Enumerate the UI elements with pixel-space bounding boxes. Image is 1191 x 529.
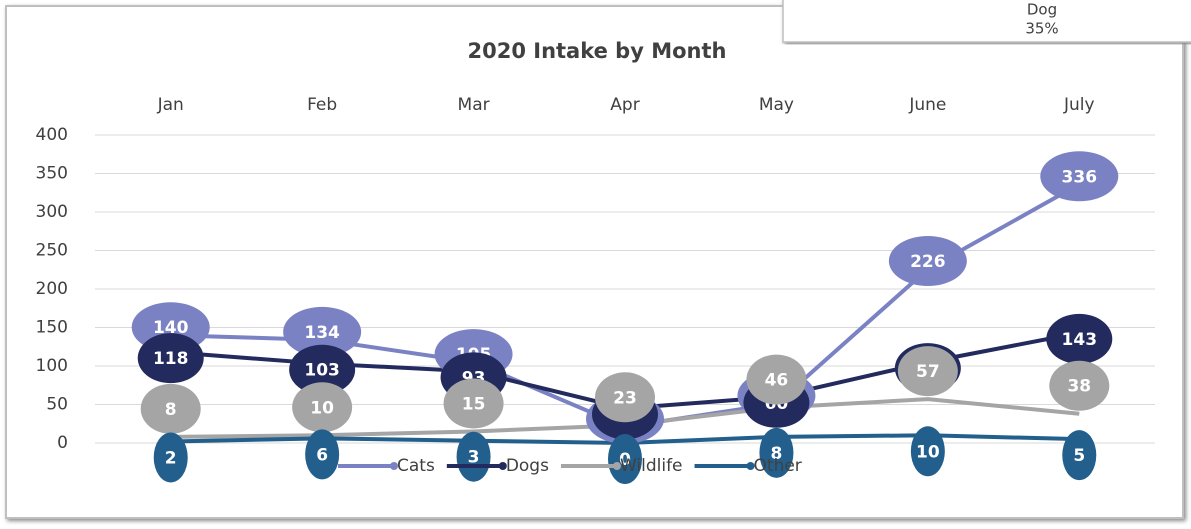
data-label-bubble: [1049, 360, 1110, 411]
data-label: 336: [1062, 167, 1098, 187]
data-label: 10: [916, 442, 940, 462]
data-label-bubble: [292, 382, 353, 433]
data-label-bubble: [1040, 151, 1119, 202]
data-label: 23: [613, 388, 637, 408]
data-label: 57: [916, 362, 940, 382]
x-tick-label: May: [759, 95, 794, 115]
data-label: 10: [310, 398, 334, 418]
y-tick-label: 150: [36, 318, 68, 338]
x-tick-label: Mar: [458, 95, 490, 115]
data-label: 143: [1062, 330, 1098, 350]
data-label: 3: [468, 448, 480, 468]
data-label-bubble: [897, 346, 958, 397]
data-label: 103: [304, 361, 340, 381]
overlay-label: Dog: [1027, 1, 1057, 19]
data-label-bubble: [140, 383, 201, 434]
data-label: 8: [165, 400, 177, 420]
data-label: 0: [619, 450, 631, 470]
y-tick-label: 300: [36, 202, 68, 222]
legend-label: Cats: [397, 456, 435, 476]
data-label-bubble: [153, 432, 188, 483]
data-label-bubble: [443, 378, 504, 429]
legend-marker: [612, 462, 621, 470]
y-tick-label: 100: [36, 356, 68, 376]
data-label: 8: [771, 444, 783, 464]
data-label-bubble: [289, 344, 356, 395]
data-label-bubble: [305, 429, 340, 480]
y-tick-label: 200: [36, 279, 68, 299]
data-label: 2: [165, 448, 177, 468]
data-label: 226: [910, 252, 946, 272]
y-tick-label: 50: [46, 395, 68, 415]
y-tick-label: 250: [36, 241, 68, 261]
data-label-bubble: [888, 235, 967, 286]
data-label-bubble: [283, 306, 362, 357]
legend-label: Other: [754, 456, 802, 476]
x-tick-label: Feb: [307, 95, 337, 115]
data-label: 38: [1067, 377, 1091, 397]
data-label: 15: [462, 394, 486, 414]
data-label: 46: [765, 371, 789, 391]
data-label-bubble: [910, 426, 945, 477]
legend-label: Dogs: [506, 456, 549, 476]
legend-label: Wildlife: [620, 456, 683, 476]
data-label-bubble: [1046, 313, 1113, 364]
data-label-bubble: [608, 434, 642, 484]
data-label-bubble: [746, 354, 807, 405]
data-label-bubble: [595, 372, 655, 423]
y-tick-label: 400: [36, 125, 68, 145]
x-tick-label: Apr: [610, 95, 639, 115]
overlay-box: [782, 0, 1191, 43]
x-tick-label: June: [908, 95, 946, 115]
data-label-bubble: [456, 431, 491, 482]
legend-marker: [390, 462, 398, 470]
data-label: 6: [316, 445, 328, 465]
data-label: 5: [1073, 446, 1085, 466]
data-label-bubble: [759, 427, 794, 478]
data-label-bubble: [1062, 430, 1097, 481]
data-label-bubble: [137, 333, 204, 384]
data-label: 118: [153, 349, 189, 369]
y-tick-label: 350: [36, 164, 68, 184]
x-tick-label: Jan: [157, 95, 184, 115]
y-tick-label: 0: [57, 433, 68, 453]
x-tick-label: July: [1063, 95, 1095, 115]
data-label: 134: [304, 323, 340, 343]
data-label: 140: [153, 318, 189, 338]
chart-title: 2020 Intake by Month: [468, 39, 727, 63]
legend-marker: [498, 462, 507, 470]
overlay-label: 35%: [1025, 20, 1058, 38]
legend-marker: [746, 462, 755, 470]
